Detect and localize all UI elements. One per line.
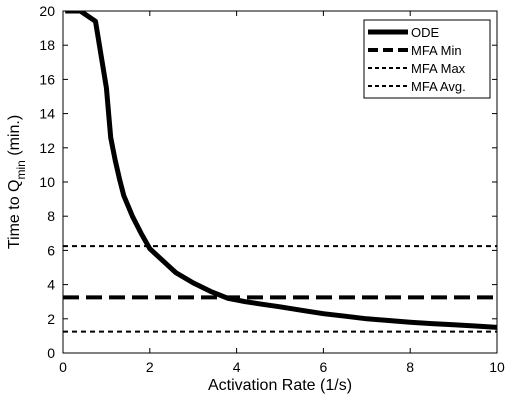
y-tick-label: 16 xyxy=(39,71,55,87)
legend-label: MFA Min xyxy=(411,43,462,58)
legend-label: MFA Avg. xyxy=(411,79,466,94)
x-tick-label: 0 xyxy=(59,359,67,375)
x-axis-label: Activation Rate (1/s) xyxy=(208,377,352,394)
legend-label: MFA Max xyxy=(411,61,466,76)
y-tick-label: 14 xyxy=(39,106,55,122)
legend-label: ODE xyxy=(411,25,440,40)
x-tick-label: 4 xyxy=(233,359,241,375)
y-tick-label: 10 xyxy=(39,174,55,190)
series-layer xyxy=(63,11,497,333)
y-tick-label: 0 xyxy=(47,345,55,361)
y-axis-label-suffix: (min.) xyxy=(6,115,23,160)
legend: ODE MFA Min MFA Max MFA Avg. xyxy=(363,19,491,99)
y-tick-label: 8 xyxy=(47,208,55,224)
y-tick-label: 4 xyxy=(47,277,55,293)
x-tick-label: 2 xyxy=(146,359,154,375)
y-tick-label: 20 xyxy=(39,3,55,19)
y-axis-label-sub: min xyxy=(14,160,28,179)
y-tick-label: 6 xyxy=(47,242,55,258)
y-axis-label-main: Time to Q xyxy=(6,180,23,250)
x-tick-label: 8 xyxy=(406,359,414,375)
y-tick-label: 18 xyxy=(39,37,55,53)
x-tick-label: 10 xyxy=(489,359,505,375)
y-axis-label: Time to Qmin (min.) xyxy=(6,115,28,249)
y-tick-label: 12 xyxy=(39,140,55,156)
series-line-ode xyxy=(65,11,497,330)
x-tick-label: 6 xyxy=(320,359,328,375)
ticks-layer: 0 2 4 6 8 10 0 2 4 6 8 10 12 14 16 18 20 xyxy=(39,3,505,375)
y-tick-label: 2 xyxy=(47,311,55,327)
